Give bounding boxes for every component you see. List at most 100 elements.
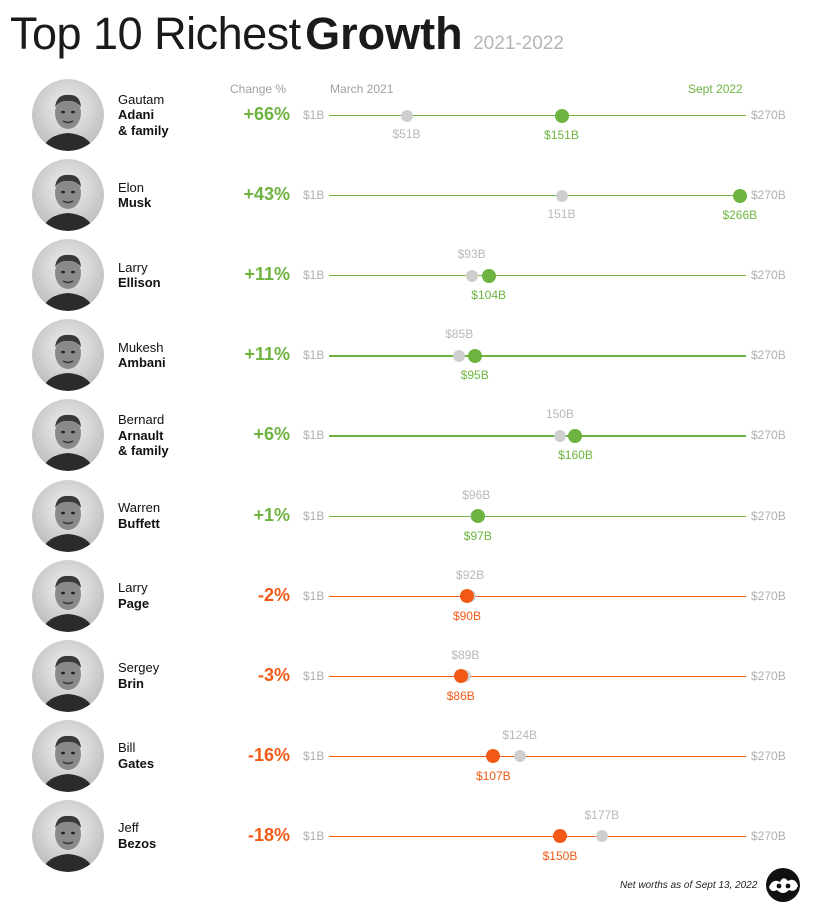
start-value-label: $124B [502,727,538,742]
start-value-dot [453,349,466,362]
chart-title: Top 10 Richest Growth 2021-2022 [10,8,564,60]
start-value-dot [513,750,526,763]
first-name: Elon [118,179,145,195]
person-row: Warren Buffett +1% $1B $270B $96B $97B [0,476,820,556]
end-value-dot [453,669,468,684]
person-row: Sergey Brin -3% $1B $270B $89B $86B [0,636,820,716]
range-track [329,355,746,357]
end-value-dot [459,589,474,604]
person-name: Gautam Adani & family [118,92,169,139]
start-value-dot [553,429,566,442]
person-photo [32,239,104,312]
first-name: Bernard [118,412,165,428]
end-value-label: $90B [452,608,481,623]
person-row: Gautam Adani & family +66% $1B $270B $51B $151B [0,75,820,155]
axis-min-label: $1B [303,188,325,203]
change-percent: +11% [244,344,290,365]
end-value-dot [470,509,485,523]
change-percent: +43% [243,184,290,205]
end-value-label: $86B [446,688,475,703]
title-years: 2021-2022 [473,33,564,54]
last-name: Adani [118,107,155,123]
end-value-label: $95B [460,368,489,383]
end-value-label: $97B [463,528,492,543]
person-name: Elon Musk [118,180,151,211]
change-percent: +1% [253,504,290,525]
range-track [329,195,746,197]
axis-min-label: $1B [303,748,325,763]
person-name: Larry Ellison [118,260,161,291]
footnote: Net worths as of Sept 13, 2022 [620,880,758,891]
end-value-label: $160B [558,448,593,463]
person-row: Jeff Bezos -18% $1B $270B $177B $150B [0,796,820,876]
end-value-label: $104B [471,288,507,303]
last-name: Gates [118,755,155,771]
axis-max-label: $270B [751,188,786,203]
start-value-dot [595,830,608,843]
first-name: Warren [118,500,161,515]
last-name: Ambani [118,355,166,371]
end-value-dot [568,428,583,443]
person-name: Mukesh Ambani [118,340,166,371]
last-name: & family [118,122,169,138]
person-row: Larry Page -2% $1B $270B $92B $90B [0,556,820,636]
start-value-label: $96B [462,487,491,502]
axis-max-label: $270B [751,828,786,843]
person-photo [32,399,104,472]
start-value-dot [400,109,413,122]
end-value-dot [732,188,747,203]
start-value-label: $89B [451,647,480,662]
axis-min-label: $1B [303,428,325,443]
end-value-label: $150B [542,848,578,863]
person-row: Mukesh Ambani +11% $1B $270B $85B $95B [0,315,820,395]
publisher-logo-icon [766,868,800,902]
range-track [329,675,746,677]
axis-max-label: $270B [751,588,786,603]
axis-max-label: $270B [751,348,786,363]
axis-min-label: $1B [303,508,325,523]
first-name: Gautam [118,91,165,107]
end-value-dot [486,749,501,764]
change-percent: -3% [257,664,290,685]
range-track [329,275,746,277]
end-value-dot [481,268,496,283]
person-row: Bill Gates -16% $1B $270B $124B $107B [0,716,820,796]
person-name: Jeff Bezos [118,820,156,851]
axis-min-label: $1B [303,108,325,122]
person-photo [32,719,104,792]
person-row: Elon Musk +43% $1B $270B 151B $266B [0,155,820,235]
last-name: & family [118,443,169,459]
person-name: Bill Gates [118,740,154,771]
start-value-label: $92B [456,567,485,582]
person-photo [32,319,104,392]
last-name: Bezos [118,835,157,851]
axis-min-label: $1B [303,588,325,603]
person-row: Bernard Arnault & family +6% $1B $270B 150B $16… [0,395,820,475]
person-name: Larry Page [118,580,149,611]
axis-max-label: $270B [751,748,786,763]
title-main: Top 10 Richest [10,8,301,59]
start-value-dot [555,189,568,202]
person-photo [32,479,104,552]
person-photo [32,79,104,151]
range-track [329,755,746,758]
first-name: Mukesh [118,339,164,355]
first-name: Bill [118,740,136,756]
start-value-label: $51B [392,127,421,141]
axis-min-label: $1B [303,668,325,683]
axis-max-label: $270B [751,108,786,122]
start-value-label: $93B [457,247,486,262]
end-value-dot [552,829,567,844]
change-percent: +11% [244,264,290,285]
end-value-dot [467,348,482,363]
end-value-label: $266B [722,208,758,223]
first-name: Larry [118,259,148,275]
last-name: Arnault [118,427,164,443]
range-track [329,835,746,838]
change-percent: -16% [247,744,290,765]
axis-min-label: $1B [303,268,325,283]
first-name: Larry [118,580,148,596]
start-value-label: 151B [547,207,576,222]
person-name: Sergey Brin [118,660,159,691]
person-photo [32,799,104,872]
